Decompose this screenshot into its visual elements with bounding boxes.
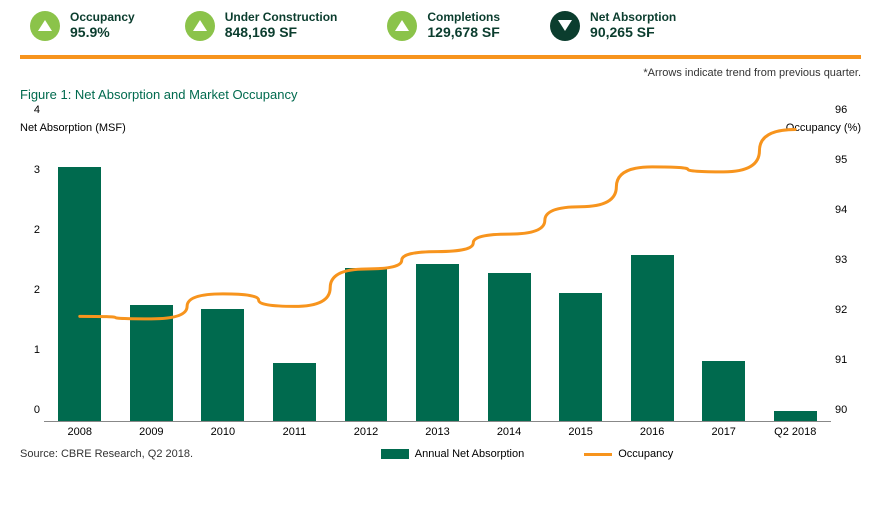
metric-label: Net Absorption	[590, 10, 676, 24]
source-text: Source: CBRE Research, Q2 2018.	[20, 448, 193, 460]
metric-2: Completions129,678 SF	[387, 10, 500, 41]
chart-area: 012234 90919293949596	[20, 122, 861, 422]
legend-item-line: Occupancy	[584, 448, 673, 460]
bar-slot	[44, 122, 116, 421]
x-tick-label: 2012	[330, 422, 402, 438]
metric-text-3: Net Absorption90,265 SF	[590, 10, 676, 41]
bar-slot	[616, 122, 688, 421]
bar-slot	[187, 122, 259, 421]
metric-value: 848,169 SF	[225, 24, 338, 41]
arrow-up-icon	[185, 11, 215, 41]
legend-label-line: Occupancy	[618, 448, 673, 460]
bar-slot	[116, 122, 188, 421]
arrow-up-icon	[387, 11, 417, 41]
bar-slot	[688, 122, 760, 421]
bars-layer	[44, 122, 831, 421]
x-tick-label: 2017	[688, 422, 760, 438]
bar	[273, 363, 316, 421]
metric-0: Occupancy95.9%	[30, 10, 135, 41]
bar-slot	[402, 122, 474, 421]
metric-value: 90,265 SF	[590, 24, 676, 41]
plot-area	[44, 122, 831, 422]
bar	[774, 411, 817, 421]
x-axis-labels: 2008200920102011201220132014201520162017…	[44, 422, 831, 438]
bottom-row: Source: CBRE Research, Q2 2018. Annual N…	[20, 448, 861, 460]
section-divider	[20, 55, 861, 59]
metric-text-1: Under Construction848,169 SF	[225, 10, 338, 41]
chart-container: Net Absorption (MSF) Occupancy (%) 01223…	[20, 122, 861, 438]
metric-text-2: Completions129,678 SF	[427, 10, 500, 41]
x-tick-label: 2010	[187, 422, 259, 438]
metric-1: Under Construction848,169 SF	[185, 10, 338, 41]
bar	[58, 167, 101, 421]
legend-item-bar: Annual Net Absorption	[381, 448, 524, 460]
bar-slot	[545, 122, 617, 421]
metric-label: Occupancy	[70, 10, 135, 24]
bar	[130, 305, 173, 421]
figure-title: Figure 1: Net Absorption and Market Occu…	[20, 87, 861, 102]
arrow-down-icon	[550, 11, 580, 41]
legend: Annual Net Absorption Occupancy	[193, 448, 861, 460]
bar	[631, 255, 674, 421]
x-tick-label: 2011	[259, 422, 331, 438]
legend-swatch-bar	[381, 449, 409, 459]
x-tick-label: 2013	[402, 422, 474, 438]
x-tick-label: 2009	[116, 422, 188, 438]
metric-3: Net Absorption90,265 SF	[550, 10, 676, 41]
bar-slot	[330, 122, 402, 421]
metric-value: 95.9%	[70, 24, 135, 41]
bar	[345, 268, 388, 421]
footnote-text: *Arrows indicate trend from previous qua…	[20, 67, 861, 79]
arrow-up-icon	[30, 11, 60, 41]
bar-slot	[759, 122, 831, 421]
bar	[201, 309, 244, 421]
bar	[702, 361, 745, 421]
bar	[559, 293, 602, 422]
bar	[488, 273, 531, 421]
metric-label: Completions	[427, 10, 500, 24]
metric-label: Under Construction	[225, 10, 338, 24]
bar-slot	[259, 122, 331, 421]
legend-swatch-line	[584, 453, 612, 456]
x-tick-label: Q2 2018	[759, 422, 831, 438]
bar-slot	[473, 122, 545, 421]
metric-value: 129,678 SF	[427, 24, 500, 41]
y-axis-right: 90919293949596	[831, 122, 861, 422]
x-tick-label: 2015	[545, 422, 617, 438]
metric-text-0: Occupancy95.9%	[70, 10, 135, 41]
x-tick-label: 2016	[616, 422, 688, 438]
x-tick-label: 2014	[473, 422, 545, 438]
x-tick-label: 2008	[44, 422, 116, 438]
metrics-row: Occupancy95.9% Under Construction848,169 …	[20, 10, 861, 51]
y-axis-left: 012234	[20, 122, 44, 422]
bar	[416, 264, 459, 421]
legend-label-bar: Annual Net Absorption	[415, 448, 524, 460]
